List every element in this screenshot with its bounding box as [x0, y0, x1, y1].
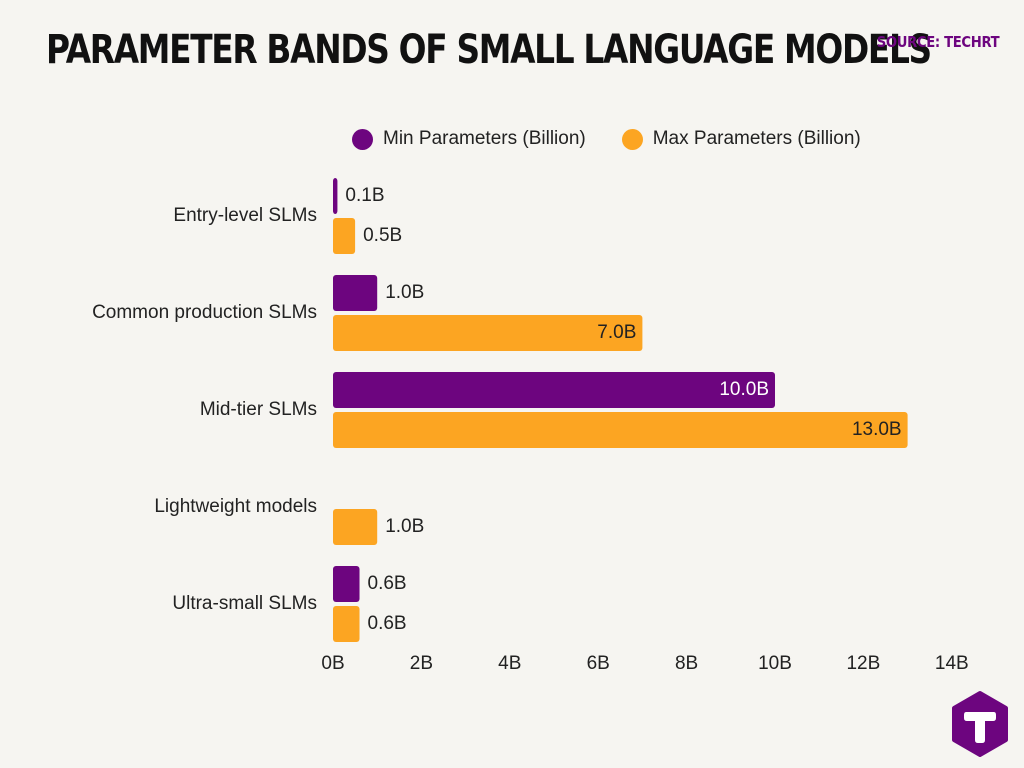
- bar-max: [333, 218, 356, 254]
- x-tick-label: 2B: [410, 653, 433, 674]
- bar-min: [333, 178, 338, 214]
- bar-min: [333, 275, 378, 311]
- legend-swatch-max: [621, 128, 643, 150]
- category-label: Mid-tier SLMs: [200, 399, 317, 420]
- bar-min: [333, 372, 775, 408]
- category-label: Ultra-small SLMs: [172, 593, 317, 614]
- data-label: 1.0B: [385, 282, 424, 303]
- x-tick-label: 6B: [587, 653, 610, 674]
- x-tick-label: 8B: [675, 653, 698, 674]
- data-label: 10.0B: [719, 379, 769, 400]
- x-tick-label: 0B: [321, 653, 344, 674]
- legend-swatch-min: [352, 128, 373, 150]
- legend-label-min: Min Parameters (Billion): [383, 128, 586, 149]
- legend: Min Parameters (Billion) Max Parameters …: [352, 128, 897, 150]
- data-label: 13.0B: [852, 419, 902, 440]
- category-label: Entry-level SLMs: [173, 205, 317, 226]
- legend-item-min: Min Parameters (Billion): [352, 128, 586, 150]
- category-label: Common production SLMs: [92, 302, 317, 323]
- data-label: 0.1B: [345, 185, 384, 206]
- bar-min: [333, 566, 360, 602]
- bar-max: [333, 606, 360, 642]
- category-label: Lightweight models: [154, 496, 317, 517]
- x-tick-label: 12B: [846, 653, 880, 674]
- bar-max: [333, 315, 643, 351]
- techrt-hexagon-logo-icon: [952, 691, 1008, 757]
- bar-max: [333, 509, 378, 545]
- bar-max: [333, 412, 908, 448]
- data-label: 0.6B: [368, 613, 407, 634]
- data-label: 7.0B: [597, 322, 636, 343]
- chart-title: PARAMETER BANDS OF SMALL LANGUAGE MODELS: [46, 27, 932, 73]
- source-label: SOURCE: TECHRT: [876, 33, 999, 51]
- x-tick-label: 10B: [758, 653, 792, 674]
- legend-label-max: Max Parameters (Billion): [652, 128, 861, 149]
- x-tick-label: 4B: [498, 653, 521, 674]
- data-label: 1.0B: [385, 516, 424, 537]
- data-label: 0.6B: [368, 573, 407, 594]
- data-label: 0.5B: [363, 225, 402, 246]
- x-tick-label: 14B: [935, 653, 969, 674]
- legend-item-max: Max Parameters (Billion): [621, 128, 861, 150]
